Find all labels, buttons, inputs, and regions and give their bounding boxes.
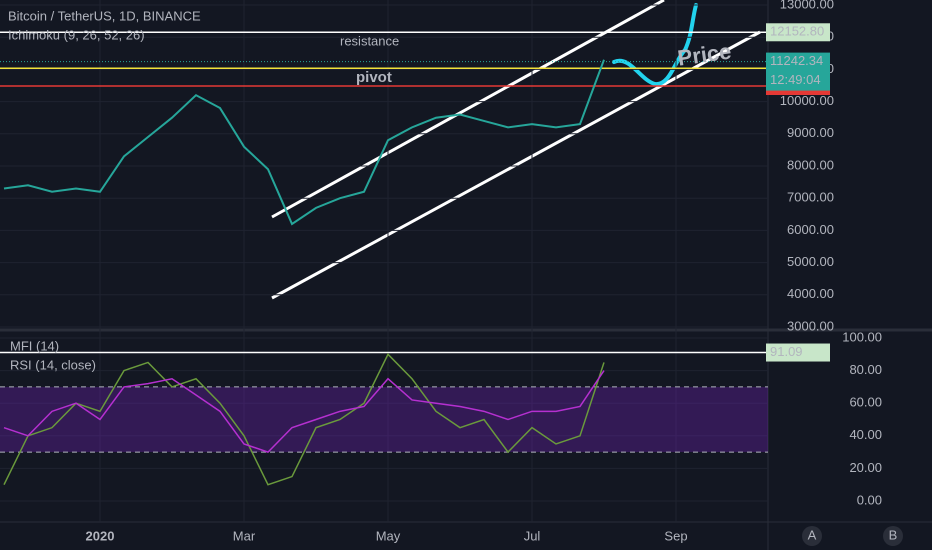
y-tick-label: 3000.00: [787, 318, 834, 333]
y-tick-label: 60.00: [849, 395, 882, 410]
price-badge: [766, 52, 830, 91]
y-tick-label: 10000.00: [780, 93, 834, 108]
annotation: pivot: [356, 69, 392, 86]
series-line: [3, 59, 605, 226]
series-line: [3, 370, 605, 453]
y-tick-label: 100.00: [842, 329, 882, 344]
x-tick-label: May: [376, 528, 401, 543]
level-badge: [766, 343, 830, 362]
series-line: [3, 353, 605, 486]
x-tick-label: Mar: [233, 528, 256, 543]
channel-upper: [271, 0, 665, 219]
legend-entry: RSI (14, close): [10, 357, 96, 372]
y-tick-label: 0.00: [857, 492, 882, 507]
level-badge: [766, 23, 830, 42]
x-tick-label: Sep: [664, 528, 687, 543]
y-tick-label: 4000.00: [787, 286, 834, 301]
annotation: resistance: [340, 33, 399, 48]
level-label: 12152.80: [770, 24, 824, 39]
legend-entry: MFI (14): [10, 338, 59, 353]
price-label: 11242.34: [770, 53, 823, 68]
scale-button-label[interactable]: A: [808, 527, 817, 542]
channel-lower: [271, 30, 761, 300]
level-label: 91.09: [770, 344, 803, 359]
scale-button-label[interactable]: B: [889, 527, 898, 542]
y-tick-label: 20.00: [849, 460, 882, 475]
scale-button[interactable]: [802, 526, 822, 546]
plot: [0, 0, 768, 522]
chart-title: Bitcoin / TetherUS, 1D, BINANCE: [8, 8, 201, 23]
x-tick-label: 2020: [86, 528, 115, 543]
y-tick-label: 8000.00: [787, 157, 834, 172]
y-tick-label: 5000.00: [787, 254, 834, 269]
indicator-label: Ichimoku (9, 26, 52, 26): [8, 27, 145, 42]
x-tick-label: Jul: [524, 528, 541, 543]
scale-button[interactable]: [883, 526, 903, 546]
y-tick-label: 80.00: [849, 362, 882, 377]
y-tick-label: 13000.00: [780, 0, 834, 11]
y-tick-label: 40.00: [849, 427, 882, 442]
rsi-band: [0, 386, 768, 453]
y-tick-label: 7000.00: [787, 190, 834, 205]
y-tick-label: 6000.00: [787, 222, 834, 237]
countdown: 12:49:04: [770, 72, 821, 87]
y-tick-label: 9000.00: [787, 125, 834, 140]
